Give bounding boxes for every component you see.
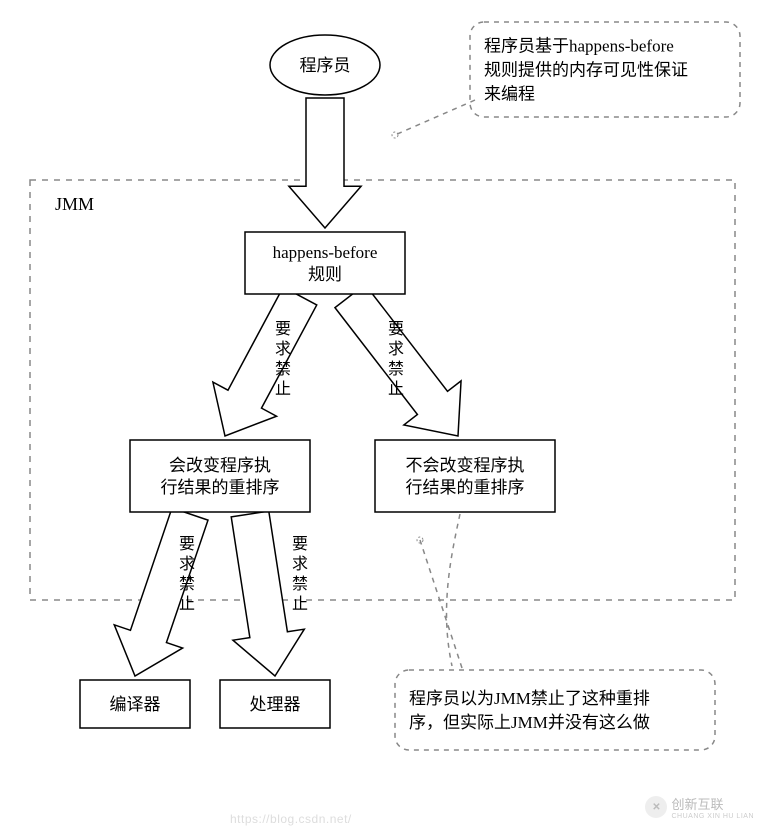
svg-text:求: 求 <box>388 340 404 358</box>
brand-text: 创新互联 <box>671 794 754 813</box>
explain-bubble-bottom <box>395 670 715 750</box>
svg-text:序，但实际上JMM并没有这么做: 序，但实际上JMM并没有这么做 <box>409 713 650 732</box>
svg-text:规则提供的内存可见性保证: 规则提供的内存可见性保证 <box>484 61 688 80</box>
bubble-tail <box>420 540 462 668</box>
changes-result-box <box>130 440 310 512</box>
svg-text:止: 止 <box>388 380 404 398</box>
bubble-tail-dot <box>392 132 398 138</box>
svg-text:不会改变程序执: 不会改变程序执 <box>406 456 525 475</box>
svg-text:处理器: 处理器 <box>250 695 301 714</box>
bubble-tail <box>395 100 475 135</box>
svg-text:禁: 禁 <box>275 360 291 378</box>
svg-text:规则: 规则 <box>308 265 342 284</box>
svg-text:要: 要 <box>275 320 291 338</box>
svg-text:要: 要 <box>179 535 195 553</box>
svg-text:会改变程序执: 会改变程序执 <box>169 456 271 475</box>
svg-text:止: 止 <box>292 595 308 613</box>
relation-dash <box>447 514 460 666</box>
svg-text:JMM: JMM <box>55 194 94 214</box>
no-change-result-box <box>375 440 555 512</box>
svg-text:求: 求 <box>179 555 195 573</box>
svg-text:程序员: 程序员 <box>300 56 351 75</box>
happens-before-rule-box <box>245 232 405 294</box>
brand-watermark: ✕ 创新互联 CHUANG XIN HU LIAN <box>645 794 754 820</box>
svg-text:求: 求 <box>292 555 308 573</box>
svg-text:禁: 禁 <box>388 360 404 378</box>
svg-text:止: 止 <box>275 380 291 398</box>
svg-text:禁: 禁 <box>179 575 195 593</box>
brand-sub: CHUANG XIN HU LIAN <box>671 813 754 820</box>
svg-text:程序员以为JMM禁止了这种重排: 程序员以为JMM禁止了这种重排 <box>409 689 650 708</box>
block-arrow <box>289 98 361 228</box>
brand-logo-icon: ✕ <box>645 796 667 818</box>
svg-text:止: 止 <box>179 595 195 613</box>
svg-text:happens-before: happens-before <box>273 243 378 262</box>
svg-text:要: 要 <box>292 535 308 553</box>
svg-text:来编程: 来编程 <box>484 85 535 104</box>
url-watermark: https://blog.csdn.net/ <box>230 812 352 826</box>
svg-text:编译器: 编译器 <box>110 695 161 714</box>
svg-text:求: 求 <box>275 340 291 358</box>
svg-text:要: 要 <box>388 320 404 338</box>
block-arrow <box>213 287 317 436</box>
svg-text:行结果的重排序: 行结果的重排序 <box>161 478 280 497</box>
svg-text:禁: 禁 <box>292 575 308 593</box>
svg-text:程序员基于happens-before: 程序员基于happens-before <box>484 37 674 56</box>
svg-text:行结果的重排序: 行结果的重排序 <box>406 478 525 497</box>
